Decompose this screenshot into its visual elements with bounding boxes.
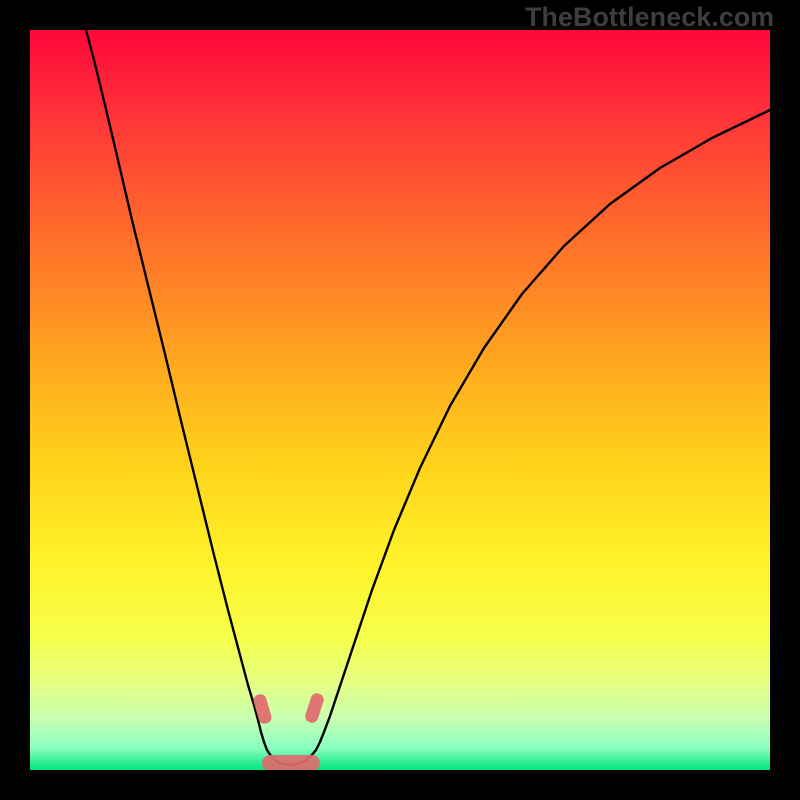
plot-area (30, 30, 770, 770)
watermark-text: TheBottleneck.com (525, 2, 774, 33)
gradient-background (30, 30, 770, 770)
chart-svg (30, 30, 770, 770)
marker-blob (262, 755, 320, 770)
